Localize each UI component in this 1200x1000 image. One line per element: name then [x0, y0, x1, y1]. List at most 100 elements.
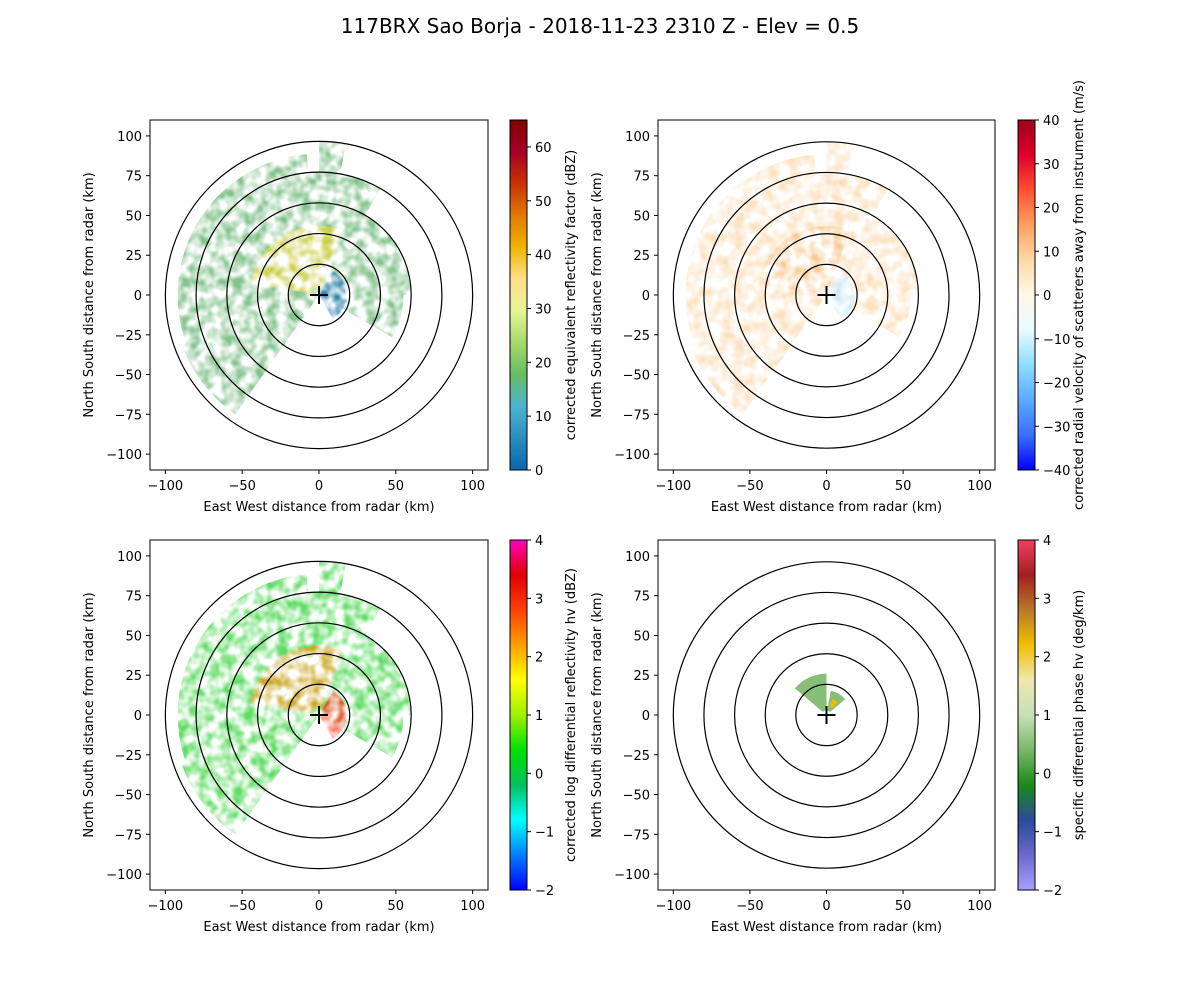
- figure-title: 117BRX Sao Borja - 2018-11-23 2310 Z - E…: [340, 14, 860, 38]
- colorbar-tick-label: 20: [1043, 202, 1060, 217]
- range-ring: [764, 653, 889, 777]
- y-tick-label: −50: [115, 369, 142, 384]
- y-tick-label: 50: [125, 629, 142, 644]
- radar-panel: −100 −50 0 50 100−100−75−50−250255075100East…: [590, 534, 1087, 935]
- echo-core: [250, 225, 343, 294]
- range-ring: [164, 560, 474, 870]
- colorbar-label: specific differential phase hv (deg/km): [1072, 590, 1087, 840]
- x-tick-label: −100: [655, 479, 691, 494]
- range-ring: [287, 263, 351, 327]
- colorbar-tick-label: −1: [535, 826, 554, 841]
- x-tick-label: 50: [388, 479, 405, 494]
- y-tick-label: −50: [623, 369, 650, 384]
- echo-core: [829, 699, 838, 708]
- colorbar: [509, 119, 528, 471]
- y-tick-label: −100: [614, 868, 650, 883]
- colorbar-tick-label: −30: [1043, 420, 1070, 435]
- y-tick-label: 50: [125, 209, 142, 224]
- x-axis-label: East West distance from radar (km): [711, 920, 942, 935]
- y-tick-label: 25: [125, 249, 142, 264]
- colorbar-tick-label: 3: [535, 592, 543, 607]
- x-axis-label: East West distance from radar (km): [203, 920, 434, 935]
- colorbar-tick-label: 1: [1043, 709, 1051, 724]
- radar-panel: −100 −50 0 50 100−100−75−50−250255075100East…: [82, 119, 579, 515]
- colorbar-tick-label: 30: [1043, 158, 1060, 173]
- range-ring: [195, 591, 443, 839]
- y-tick-label: −25: [623, 749, 650, 764]
- range-ring: [703, 171, 950, 419]
- colorbar: [1017, 539, 1036, 891]
- x-tick-label: 100: [460, 899, 485, 914]
- range-ring: [195, 171, 443, 419]
- colorbar-tick-label: 10: [1043, 245, 1060, 260]
- y-axis-label: North South distance from radar (km): [590, 592, 605, 837]
- colorbar-tick-label: −2: [1043, 884, 1062, 899]
- y-tick-label: 0: [642, 289, 650, 304]
- range-ring: [733, 202, 920, 388]
- y-tick-label: −75: [623, 408, 650, 423]
- x-tick-label: 0: [315, 899, 323, 914]
- x-tick-label: −100: [655, 899, 691, 914]
- colorbar-tick-label: 1: [535, 709, 543, 724]
- x-tick-label: −100: [148, 899, 184, 914]
- range-ring: [226, 202, 412, 388]
- echo-texture: [177, 561, 412, 835]
- colorbar-tick-label: 40: [535, 249, 552, 264]
- y-tick-label: 0: [134, 289, 142, 304]
- y-tick-label: 75: [633, 170, 650, 185]
- colorbar-tick-label: 0: [1043, 767, 1051, 782]
- x-tick-label: 100: [967, 899, 992, 914]
- range-ring: [672, 141, 981, 449]
- x-tick-label: 50: [388, 899, 405, 914]
- y-tick-label: 100: [625, 130, 650, 145]
- x-tick-label: −50: [736, 899, 763, 914]
- x-tick-label: −50: [228, 899, 255, 914]
- colorbar-label: corrected log differential reflectivity …: [564, 568, 579, 862]
- echo-field: [672, 561, 981, 869]
- y-tick-label: −50: [115, 789, 142, 804]
- y-tick-label: 100: [117, 130, 142, 145]
- y-tick-label: −25: [115, 329, 142, 344]
- colorbar-label: corrected equivalent reflectivity factor…: [564, 150, 579, 441]
- range-ring: [256, 652, 382, 778]
- colorbar-tick-label: 20: [535, 356, 552, 371]
- y-tick-label: 25: [633, 249, 650, 264]
- colorbar-tick-label: 40: [1043, 114, 1060, 129]
- colorbar-tick-label: −10: [1043, 333, 1070, 348]
- colorbar-tick-label: 0: [1043, 289, 1051, 304]
- echo-texture: [685, 141, 919, 415]
- x-tick-label: −100: [148, 479, 184, 494]
- colorbar-tick-label: 3: [1043, 592, 1051, 607]
- x-tick-label: −50: [228, 479, 255, 494]
- echo-region: [685, 154, 827, 344]
- y-tick-label: −25: [115, 749, 142, 764]
- x-tick-label: 0: [822, 479, 830, 494]
- x-tick-label: 100: [967, 479, 992, 494]
- echo-region: [177, 574, 319, 764]
- x-tick-label: 100: [460, 479, 485, 494]
- colorbar-tick-label: 60: [535, 141, 552, 156]
- y-axis-label: North South distance from radar (km): [82, 172, 97, 417]
- echo-region: [794, 673, 827, 713]
- colorbar: [1017, 119, 1036, 471]
- radar-panel: −100 −50 0 50 100−100−75−50−250255075100East…: [82, 534, 579, 935]
- echo-core: [250, 645, 343, 714]
- y-tick-label: 25: [633, 669, 650, 684]
- y-tick-label: 50: [633, 209, 650, 224]
- x-tick-label: −50: [736, 479, 763, 494]
- range-ring: [164, 140, 474, 450]
- echo-field: [164, 140, 474, 450]
- echo-near-radar: [826, 271, 855, 319]
- range-ring: [226, 622, 412, 808]
- y-tick-label: 0: [642, 709, 650, 724]
- colorbar-tick-label: −1: [1043, 826, 1062, 841]
- x-axis-label: East West distance from radar (km): [203, 500, 434, 515]
- colorbar-tick-label: 50: [535, 195, 552, 210]
- colorbar-tick-label: 0: [535, 767, 543, 782]
- colorbar-tick-label: 2: [535, 651, 543, 666]
- radar-panel: −100 −50 0 50 100−100−75−50−250255075100East…: [590, 80, 1087, 515]
- x-tick-label: 50: [895, 479, 912, 494]
- echo-near-radar: [319, 271, 347, 319]
- y-tick-label: 50: [633, 629, 650, 644]
- colorbar-tick-label: 10: [535, 410, 552, 425]
